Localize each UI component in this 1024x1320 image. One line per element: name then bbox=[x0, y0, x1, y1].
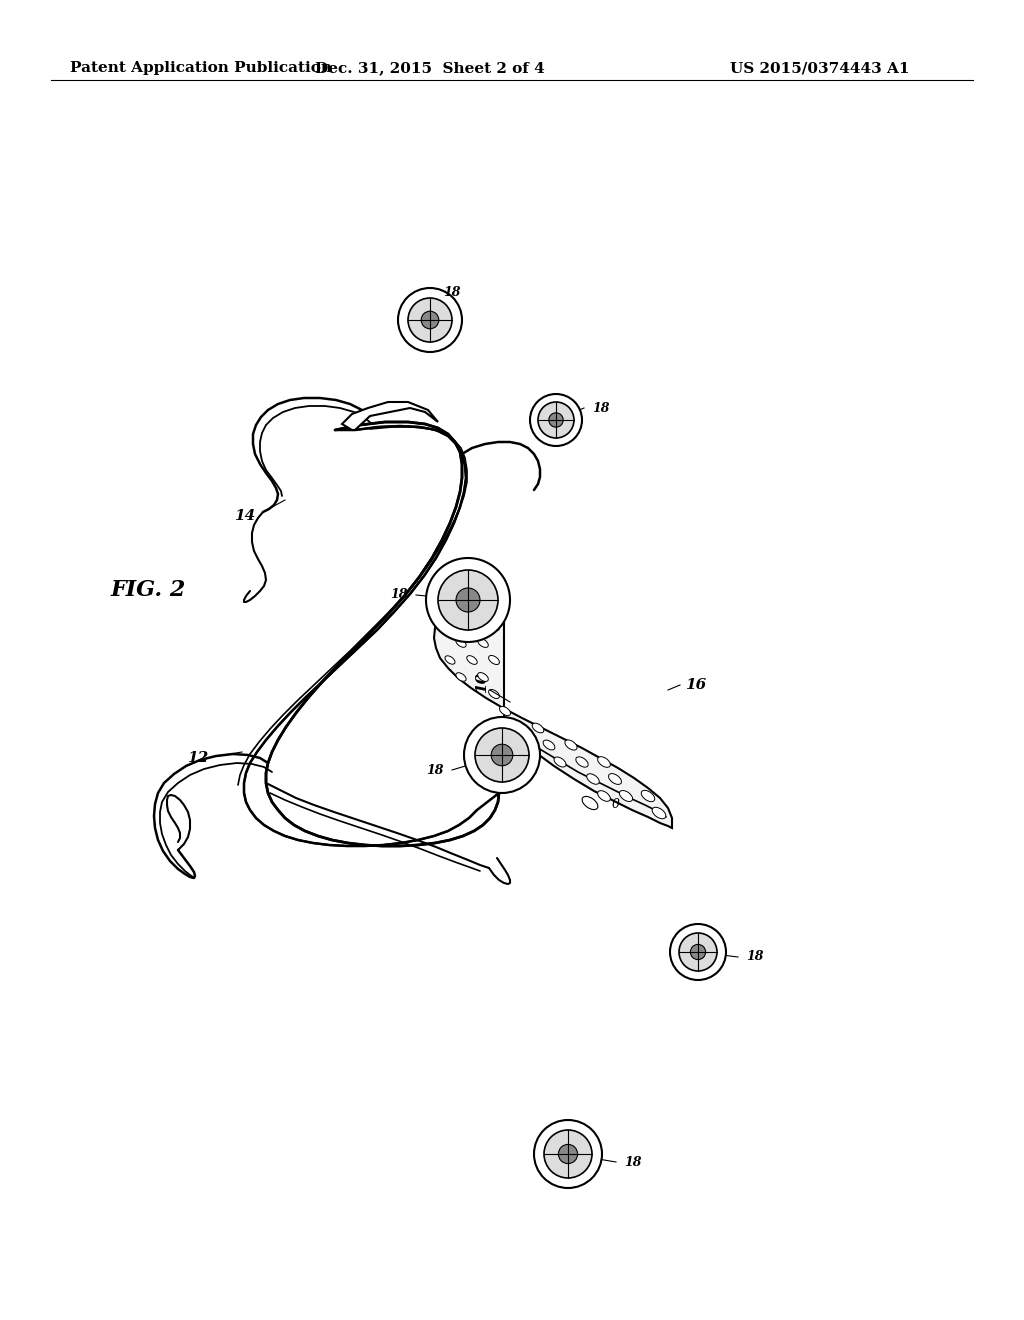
Ellipse shape bbox=[620, 791, 633, 801]
Ellipse shape bbox=[456, 673, 466, 681]
Ellipse shape bbox=[445, 656, 455, 664]
Ellipse shape bbox=[652, 808, 666, 818]
Circle shape bbox=[549, 413, 563, 428]
Ellipse shape bbox=[467, 656, 477, 664]
Circle shape bbox=[475, 729, 529, 781]
Ellipse shape bbox=[488, 689, 500, 698]
Text: 18: 18 bbox=[746, 950, 764, 964]
Text: 18: 18 bbox=[592, 401, 609, 414]
Text: US 2015/0374443 A1: US 2015/0374443 A1 bbox=[730, 61, 909, 75]
Circle shape bbox=[670, 924, 726, 979]
Circle shape bbox=[464, 717, 540, 793]
Circle shape bbox=[679, 933, 717, 972]
Ellipse shape bbox=[477, 605, 488, 614]
Text: 0: 0 bbox=[612, 799, 620, 812]
Text: 18: 18 bbox=[427, 763, 444, 776]
Ellipse shape bbox=[445, 622, 455, 630]
Text: 16: 16 bbox=[685, 678, 707, 692]
Text: 10: 10 bbox=[475, 672, 489, 693]
Ellipse shape bbox=[500, 706, 511, 715]
Circle shape bbox=[538, 403, 574, 438]
Text: 14: 14 bbox=[233, 510, 255, 523]
Ellipse shape bbox=[575, 756, 588, 767]
Ellipse shape bbox=[510, 723, 521, 733]
Text: 18: 18 bbox=[624, 1155, 641, 1168]
Ellipse shape bbox=[598, 791, 610, 801]
Ellipse shape bbox=[456, 639, 466, 647]
Text: 18: 18 bbox=[390, 589, 408, 602]
Ellipse shape bbox=[488, 622, 500, 631]
Polygon shape bbox=[434, 579, 672, 828]
Ellipse shape bbox=[565, 741, 578, 750]
Ellipse shape bbox=[598, 756, 610, 767]
Text: FIG. 2: FIG. 2 bbox=[111, 579, 185, 601]
Text: Patent Application Publication: Patent Application Publication bbox=[70, 61, 332, 75]
Ellipse shape bbox=[608, 774, 622, 784]
Circle shape bbox=[421, 312, 439, 329]
Circle shape bbox=[438, 570, 498, 630]
Ellipse shape bbox=[488, 656, 500, 664]
Text: 12: 12 bbox=[186, 751, 208, 766]
Ellipse shape bbox=[641, 791, 654, 801]
Text: Dec. 31, 2015  Sheet 2 of 4: Dec. 31, 2015 Sheet 2 of 4 bbox=[315, 61, 545, 75]
Circle shape bbox=[456, 587, 480, 612]
Circle shape bbox=[426, 558, 510, 642]
Ellipse shape bbox=[488, 587, 500, 597]
Ellipse shape bbox=[456, 605, 466, 614]
Ellipse shape bbox=[582, 796, 598, 809]
Ellipse shape bbox=[467, 622, 477, 631]
Ellipse shape bbox=[543, 741, 555, 750]
Ellipse shape bbox=[532, 723, 544, 733]
Ellipse shape bbox=[477, 639, 488, 647]
Ellipse shape bbox=[477, 673, 488, 681]
Circle shape bbox=[530, 393, 582, 446]
Ellipse shape bbox=[467, 587, 477, 597]
Circle shape bbox=[398, 288, 462, 352]
Ellipse shape bbox=[554, 756, 566, 767]
Ellipse shape bbox=[587, 774, 599, 784]
Circle shape bbox=[558, 1144, 578, 1164]
Circle shape bbox=[408, 298, 452, 342]
Circle shape bbox=[492, 744, 513, 766]
Text: 18: 18 bbox=[443, 285, 461, 298]
Polygon shape bbox=[244, 422, 499, 846]
Circle shape bbox=[690, 944, 706, 960]
Circle shape bbox=[544, 1130, 592, 1177]
Circle shape bbox=[534, 1119, 602, 1188]
Polygon shape bbox=[342, 403, 438, 430]
